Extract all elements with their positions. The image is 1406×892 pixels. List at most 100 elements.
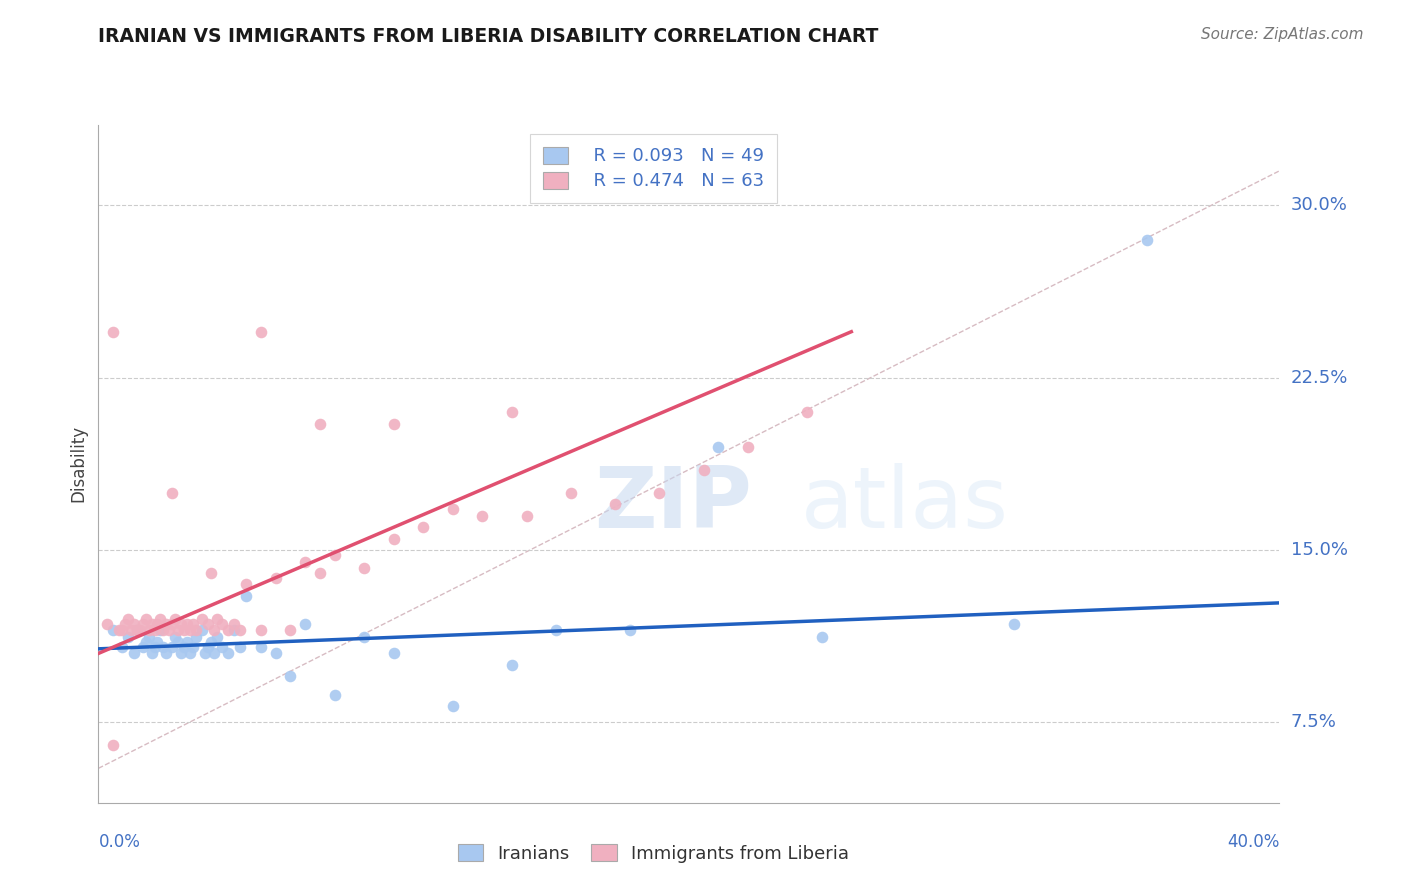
Point xyxy=(278,669,302,683)
Point xyxy=(501,657,523,672)
Point xyxy=(200,635,222,649)
Point xyxy=(501,405,523,419)
Point xyxy=(382,417,405,431)
Point xyxy=(128,624,150,638)
Point xyxy=(132,616,155,631)
Point xyxy=(200,566,222,580)
Text: IRANIAN VS IMMIGRANTS FROM LIBERIA DISABILITY CORRELATION CHART: IRANIAN VS IMMIGRANTS FROM LIBERIA DISAB… xyxy=(98,27,879,45)
Point xyxy=(181,640,204,654)
Point xyxy=(125,624,148,638)
Legend: Iranians, Immigrants from Liberia: Iranians, Immigrants from Liberia xyxy=(449,835,858,871)
Point xyxy=(229,624,252,638)
Text: 40.0%: 40.0% xyxy=(1227,833,1279,851)
Point xyxy=(132,640,155,654)
Point xyxy=(162,485,183,500)
Point xyxy=(197,640,219,654)
Point xyxy=(441,501,464,516)
Point xyxy=(152,640,174,654)
Point xyxy=(441,699,464,714)
Point xyxy=(202,624,225,638)
Point xyxy=(146,616,169,631)
Point xyxy=(264,571,287,585)
Point xyxy=(224,616,246,631)
Point xyxy=(309,417,332,431)
Point xyxy=(149,612,172,626)
Point xyxy=(560,485,582,500)
Point xyxy=(224,624,246,638)
Point xyxy=(235,577,257,591)
Point xyxy=(176,616,198,631)
Point xyxy=(619,624,641,638)
Point xyxy=(157,624,180,638)
Point xyxy=(165,612,187,626)
Point xyxy=(111,624,134,638)
Point xyxy=(184,631,207,645)
Point xyxy=(135,612,157,626)
Text: 30.0%: 30.0% xyxy=(1291,196,1347,214)
Point xyxy=(294,554,316,568)
Point xyxy=(202,647,225,661)
Point xyxy=(143,640,166,654)
Point xyxy=(250,640,273,654)
Point xyxy=(167,624,190,638)
Point xyxy=(173,624,195,638)
Point xyxy=(165,631,187,645)
Point xyxy=(155,647,177,661)
Point xyxy=(152,624,174,638)
Point xyxy=(211,616,233,631)
Point xyxy=(103,325,125,339)
Point xyxy=(167,635,190,649)
Text: 0.0%: 0.0% xyxy=(98,833,141,851)
Point xyxy=(114,616,136,631)
Point xyxy=(353,631,375,645)
Point xyxy=(323,688,346,702)
Point xyxy=(146,635,169,649)
Point xyxy=(197,616,219,631)
Point xyxy=(235,589,257,603)
Point xyxy=(141,616,163,631)
Point xyxy=(737,440,759,454)
Point xyxy=(323,548,346,562)
Point xyxy=(278,624,302,638)
Point xyxy=(103,739,125,753)
Point xyxy=(170,616,193,631)
Point xyxy=(217,647,239,661)
Point xyxy=(515,508,537,523)
Y-axis label: Disability: Disability xyxy=(69,425,87,502)
Point xyxy=(796,405,818,419)
Point xyxy=(382,532,405,546)
Point xyxy=(135,635,157,649)
Point xyxy=(605,497,627,511)
Point xyxy=(205,631,228,645)
Point xyxy=(648,485,671,500)
Point xyxy=(138,624,160,638)
Point xyxy=(122,616,145,631)
Point xyxy=(194,647,217,661)
Point xyxy=(179,647,201,661)
Point xyxy=(810,631,832,645)
Point xyxy=(176,635,198,649)
Point xyxy=(1135,233,1157,247)
Point xyxy=(211,640,233,654)
Point xyxy=(120,624,142,638)
Point xyxy=(184,624,207,638)
Point xyxy=(155,616,177,631)
Point xyxy=(471,508,494,523)
Point xyxy=(205,612,228,626)
Point xyxy=(122,647,145,661)
Point xyxy=(191,612,214,626)
Point xyxy=(117,612,139,626)
Point xyxy=(693,462,716,476)
Point xyxy=(96,616,118,631)
Point xyxy=(191,624,214,638)
Point xyxy=(217,624,239,638)
Text: atlas: atlas xyxy=(801,463,1010,546)
Point xyxy=(162,640,183,654)
Text: ZIP: ZIP xyxy=(595,463,752,546)
Point xyxy=(229,640,252,654)
Point xyxy=(250,624,273,638)
Text: 22.5%: 22.5% xyxy=(1291,368,1348,386)
Point xyxy=(108,624,131,638)
Point xyxy=(544,624,567,638)
Point xyxy=(353,561,375,575)
